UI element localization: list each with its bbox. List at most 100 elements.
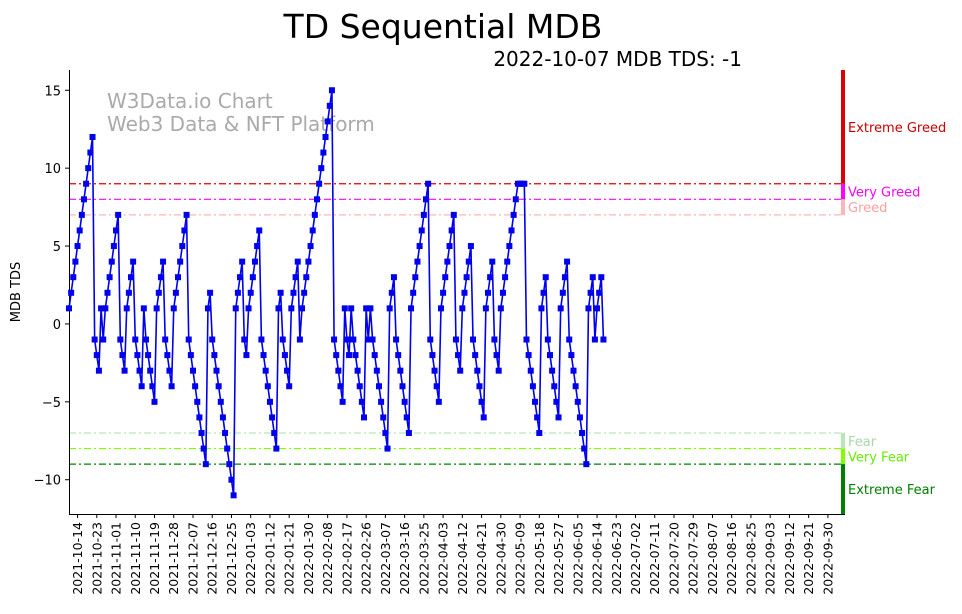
data-point-marker: [275, 305, 282, 312]
data-point-marker: [499, 289, 506, 296]
data-point-marker: [371, 352, 378, 359]
data-point-marker: [222, 429, 229, 436]
data-point-marker: [279, 336, 286, 343]
x-tick-label: 2021-10-23: [89, 522, 104, 595]
x-tick-label: 2022-05-09: [513, 522, 528, 595]
data-point-marker: [318, 165, 325, 172]
data-point-marker: [527, 367, 534, 374]
data-point-marker: [442, 274, 449, 281]
x-tick-label: 2022-08-16: [724, 522, 739, 595]
data-point-marker: [249, 274, 256, 281]
x-tick-label: 2022-01-12: [262, 522, 277, 595]
data-point-marker: [326, 102, 333, 109]
x-ticks: 2021-10-14 2021-10-23 2021-11-01 2021-11-10…: [70, 514, 835, 595]
data-point-marker: [70, 274, 77, 281]
data-point-marker: [322, 133, 329, 140]
data-point-marker: [269, 414, 276, 421]
data-point-marker: [115, 211, 122, 218]
data-point-marker: [207, 289, 214, 296]
band-label-greed: Greed: [848, 201, 887, 216]
data-point-marker: [461, 289, 468, 296]
data-point-marker: [594, 305, 601, 312]
data-point-marker: [95, 367, 102, 374]
data-point-marker: [476, 383, 483, 390]
data-point-marker: [491, 336, 498, 343]
data-point-marker: [117, 336, 124, 343]
data-point-marker: [497, 305, 504, 312]
data-point-marker: [591, 336, 598, 343]
data-point-marker: [328, 87, 335, 94]
data-point-marker: [185, 336, 192, 343]
data-point-marker: [179, 243, 186, 250]
data-point-marker: [251, 258, 258, 265]
data-point-marker: [72, 258, 79, 265]
y-tick-label: 0: [53, 318, 61, 333]
data-point-marker: [301, 289, 308, 296]
data-point-marker: [361, 414, 368, 421]
data-point-marker: [581, 445, 588, 452]
data-point-marker: [247, 289, 254, 296]
data-point-marker: [414, 258, 421, 265]
data-point-marker: [341, 305, 348, 312]
data-point-marker: [138, 383, 145, 390]
data-point-marker: [555, 414, 562, 421]
data-point-marker: [106, 274, 113, 281]
data-point-marker: [66, 305, 72, 312]
data-point-marker: [378, 398, 385, 405]
data-point-marker: [108, 258, 115, 265]
data-point-marker: [215, 383, 222, 390]
data-point-marker: [418, 227, 425, 234]
data-point-marker: [230, 492, 237, 499]
data-point-marker: [395, 352, 402, 359]
data-point-marker: [104, 289, 111, 296]
data-point-marker: [358, 398, 365, 405]
data-point-marker: [467, 243, 474, 250]
data-point-marker: [380, 414, 387, 421]
data-point-marker: [245, 305, 252, 312]
data-point-marker: [305, 258, 312, 265]
data-point-marker: [277, 289, 284, 296]
x-tick-label: 2022-05-27: [551, 522, 566, 595]
data-point-marker: [425, 180, 432, 187]
data-point-marker: [290, 289, 297, 296]
data-point-marker: [546, 352, 553, 359]
band-label-extreme-greed: Extreme Greed: [848, 121, 946, 136]
data-point-marker: [91, 336, 98, 343]
data-point-marker: [587, 289, 594, 296]
x-tick-label: 2022-08-25: [743, 522, 758, 595]
x-tick-label: 2022-02-08: [320, 522, 335, 595]
data-point-marker: [151, 398, 158, 405]
data-point-marker: [202, 461, 209, 468]
band-label-very-greed: Very Greed: [848, 186, 920, 201]
data-point-marker: [382, 429, 389, 436]
data-point-marker: [157, 274, 164, 281]
data-point-marker: [521, 180, 528, 187]
data-point-marker: [196, 414, 203, 421]
data-point-marker: [266, 398, 273, 405]
data-point-marker: [455, 352, 462, 359]
data-point-marker: [160, 258, 167, 265]
data-point-marker: [596, 289, 603, 296]
data-point-marker: [570, 367, 577, 374]
data-point-marker: [281, 352, 288, 359]
data-point-marker: [574, 398, 581, 405]
data-point-marker: [450, 211, 457, 218]
data-point-marker: [153, 305, 160, 312]
data-point-marker: [172, 289, 179, 296]
data-point-marker: [416, 243, 423, 250]
data-point-marker: [211, 352, 218, 359]
data-point-marker: [444, 258, 451, 265]
data-point-marker: [121, 367, 128, 374]
watermark-line-2: Web3 Data & NFT Platform: [107, 112, 375, 136]
data-point-marker: [98, 305, 105, 312]
x-tick-label: 2021-11-10: [128, 522, 143, 595]
data-point-marker: [166, 367, 173, 374]
data-point-marker: [536, 429, 543, 436]
y-tick-label: 5: [53, 240, 61, 255]
data-point-marker: [313, 196, 320, 203]
band-label-fear: Fear: [848, 435, 877, 450]
data-point-marker: [217, 398, 224, 405]
data-point-marker: [506, 243, 513, 250]
data-point-marker: [187, 352, 194, 359]
x-tick-label: 2022-03-07: [378, 522, 393, 595]
